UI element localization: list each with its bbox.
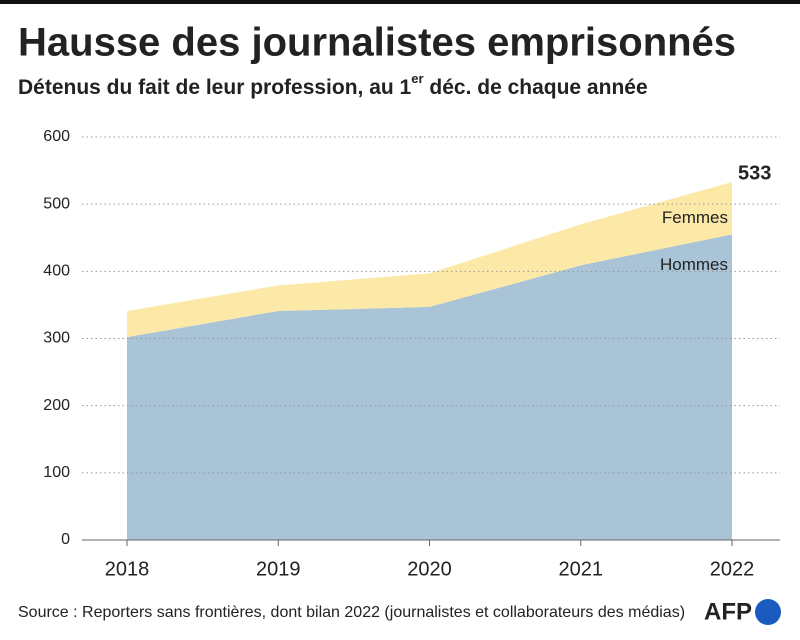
chart-subtitle: Détenus du fait de leur profession, au 1…	[18, 71, 648, 98]
y-tick-label: 400	[43, 263, 70, 280]
y-tick-label: 0	[61, 531, 70, 548]
top-rule	[0, 0, 800, 4]
x-tick-label: 2020	[407, 558, 452, 580]
subtitle-part: Détenus du fait de leur profession, au 1	[18, 76, 412, 99]
series-label: Femmes	[662, 208, 728, 227]
source: Source : Reporters sans frontières, dont…	[18, 604, 685, 621]
x-tick-label: 2022	[710, 558, 755, 580]
area	[127, 234, 732, 540]
chart-title: Hausse des journalistes emprisonnés	[18, 21, 736, 65]
x-tick-label: 2021	[559, 558, 604, 580]
y-tick-label: 500	[43, 195, 70, 212]
logo-dot	[755, 599, 781, 625]
subtitle-sup: er	[411, 71, 423, 86]
area	[127, 182, 732, 338]
subtitle-part: déc. de chaque année	[424, 76, 648, 99]
total-label: 533	[738, 162, 771, 184]
logo: AFP	[704, 598, 752, 625]
y-tick-label: 200	[43, 397, 70, 414]
series-label: Hommes	[660, 255, 728, 274]
y-tick-label: 300	[43, 330, 70, 347]
x-tick-label: 2019	[256, 558, 301, 580]
x-tick-label: 2018	[105, 558, 150, 580]
y-tick-label: 600	[43, 128, 70, 145]
y-tick-label: 100	[43, 464, 70, 481]
